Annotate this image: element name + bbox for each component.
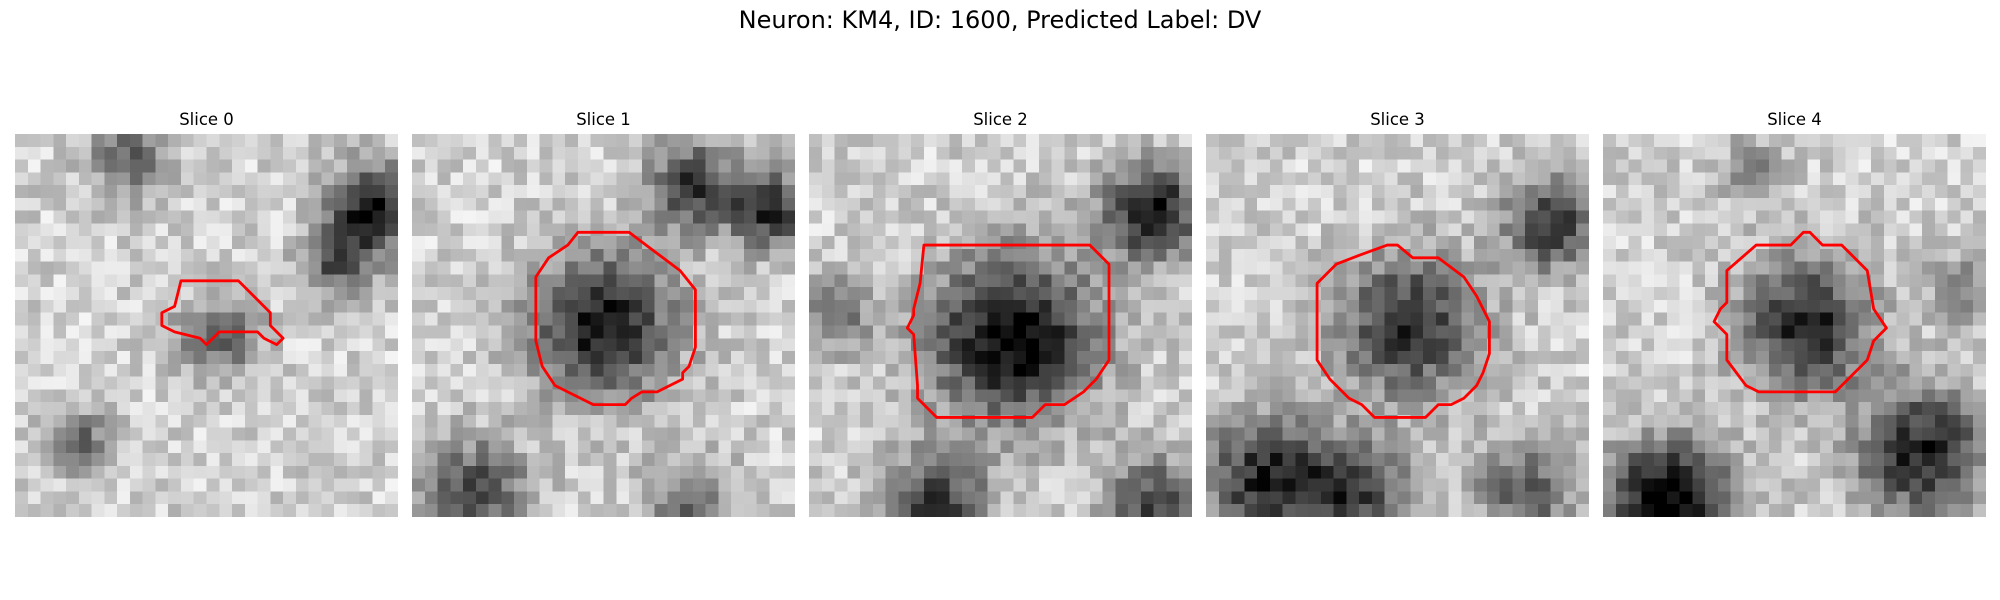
- slice-title: Slice 0: [179, 110, 234, 129]
- slice-title: Slice 4: [1767, 110, 1822, 129]
- slice-image: [809, 134, 1192, 517]
- slice-title: Slice 1: [576, 110, 631, 129]
- slice-image: [1603, 134, 1986, 517]
- roi-contour: [1315, 243, 1491, 419]
- slice-image: [412, 134, 795, 517]
- slice-panel-1: Slice 1: [412, 108, 795, 517]
- slice-title: Slice 2: [973, 110, 1028, 129]
- slice-image: [1206, 134, 1589, 517]
- slice-panel-2: Slice 2: [809, 108, 1192, 517]
- roi-contour: [1712, 230, 1888, 394]
- slice-image: [15, 134, 398, 517]
- roi-contour: [534, 230, 697, 407]
- slice-panel-4: Slice 4: [1603, 108, 1986, 517]
- slice-panel-0: Slice 0: [15, 108, 398, 517]
- roi-contour: [160, 279, 285, 347]
- slice-panel-3: Slice 3: [1206, 108, 1589, 517]
- roi-contour: [905, 243, 1111, 419]
- slice-title: Slice 3: [1370, 110, 1425, 129]
- figure-title: Neuron: KM4, ID: 1600, Predicted Label: …: [738, 6, 1262, 34]
